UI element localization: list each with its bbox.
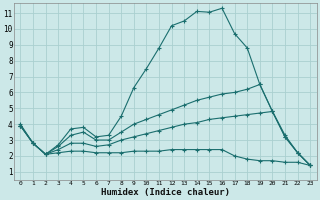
X-axis label: Humidex (Indice chaleur): Humidex (Indice chaleur): [101, 188, 230, 197]
